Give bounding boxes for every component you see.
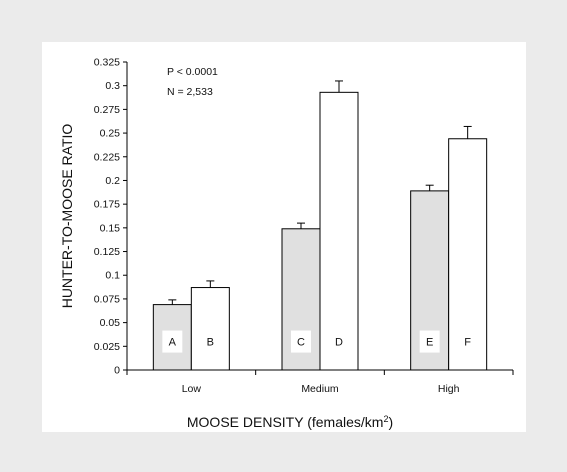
bar-label-box (200, 330, 221, 353)
y-tick-label: 0 (114, 365, 120, 377)
x-tick-label: Medium (301, 383, 339, 395)
y-axis-label: HUNTER-TO-MOOSE RATIO (59, 124, 75, 309)
bar-label: A (169, 337, 177, 349)
bar-label: F (464, 337, 471, 349)
x-axis-label-suffix: ) (388, 414, 393, 430)
bars: A B C D E F (152, 80, 488, 371)
bar (190, 287, 230, 371)
bar-label-box (291, 330, 311, 353)
bar-label-box (329, 330, 349, 353)
y-tick-label: 0.05 (100, 317, 121, 329)
y-tick-label: 0.275 (94, 104, 120, 116)
y-tick-label: 0.025 (94, 341, 120, 353)
y-tick-label: 0.2 (105, 175, 120, 187)
stat-n: N = 2,533 (167, 86, 213, 98)
bar-label-box (162, 330, 183, 353)
ticks: 0 0.025 0.05 0.075 0.1 0.125 0.15 0.175 0.2 0.225… (94, 57, 514, 395)
x-axis-label-sup: 2 (383, 414, 388, 424)
bar-label-box (419, 330, 440, 353)
y-tick-label: 0.25 (100, 128, 121, 140)
stat-p-value: P < 0.0001 (167, 66, 218, 78)
y-tick-label: 0.15 (100, 222, 121, 234)
x-axis-label-main: MOOSE DENSITY (females/km (187, 414, 384, 430)
bar-label: C (297, 337, 305, 349)
x-axis-label: MOOSE DENSITY (females/km2) (187, 414, 393, 430)
y-tick-label: 0.325 (94, 57, 120, 69)
y-tick-label: 0.075 (94, 293, 120, 305)
bar-label: B (207, 337, 214, 349)
bar-label: E (426, 337, 433, 349)
y-tick-label: 0.175 (94, 199, 120, 211)
bar (319, 91, 359, 371)
bar-label: D (335, 337, 343, 349)
bar-label-box (457, 330, 478, 353)
x-tick-label: High (438, 383, 460, 395)
y-tick-label: 0.225 (94, 151, 120, 163)
y-tick-label: 0.125 (94, 246, 120, 258)
x-tick-label: Low (182, 383, 202, 395)
y-tick-label: 0.1 (105, 270, 120, 282)
y-tick-label: 0.3 (105, 80, 120, 92)
